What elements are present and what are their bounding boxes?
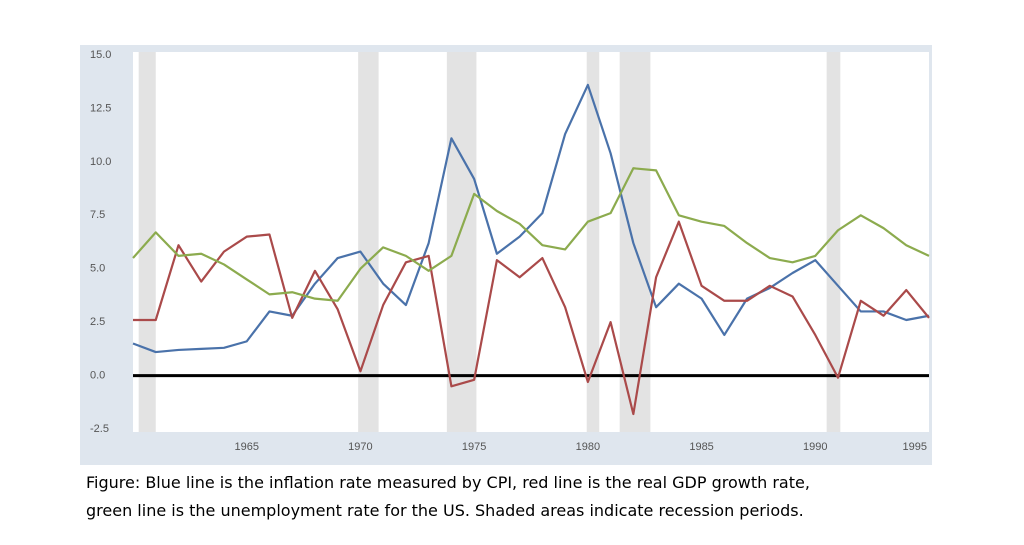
series-line — [132, 83, 930, 354]
y-tick-label: 15.0 — [90, 49, 111, 61]
recession-band — [619, 52, 651, 432]
x-tick-label: 1965 — [234, 441, 258, 453]
x-tick-label: 1995 — [903, 441, 927, 453]
x-tick-label: 1990 — [803, 441, 827, 453]
y-tick-label: 7.5 — [90, 209, 105, 221]
series-line — [133, 220, 930, 416]
y-tick-label: 5.0 — [90, 263, 105, 275]
plot-area — [133, 52, 929, 432]
caption: Figure: Blue line is the inflation rate … — [86, 473, 810, 492]
recession-band — [446, 52, 477, 432]
y-tick-label: 10.0 — [90, 156, 111, 168]
caption: green line is the unemployment rate for … — [86, 501, 804, 520]
series-line — [132, 167, 930, 302]
y-tick-label: 0.0 — [90, 369, 105, 381]
y-tick-label: 12.5 — [90, 102, 111, 114]
recession-band — [358, 52, 379, 432]
y-tick-label: -2.5 — [90, 423, 109, 435]
x-tick-label: 1975 — [462, 441, 486, 453]
x-tick-label: 1980 — [576, 441, 600, 453]
x-tick-label: 1970 — [348, 441, 372, 453]
recession-band — [826, 52, 841, 432]
x-tick-label: 1985 — [689, 441, 713, 453]
y-tick-label: 2.5 — [90, 316, 105, 328]
recession-band — [586, 52, 600, 432]
